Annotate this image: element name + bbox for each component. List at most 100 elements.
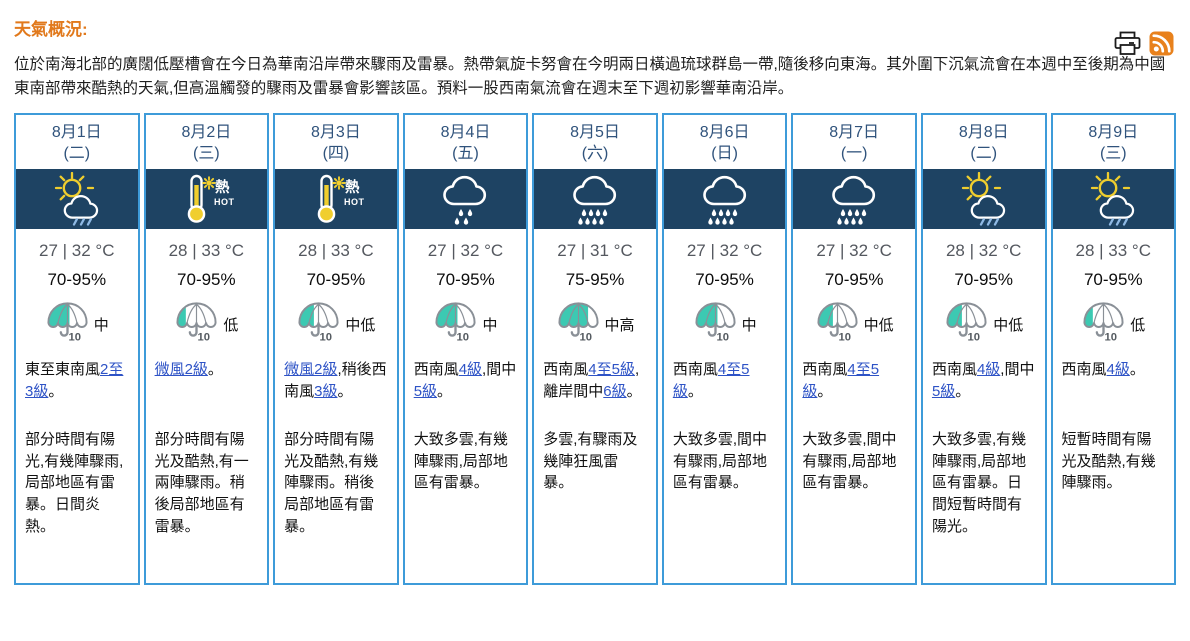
wind-text: 微風2級。 [154,361,223,379]
wind-force-link[interactable]: 4級 [976,361,1001,379]
psr-label: 低 [1130,316,1146,334]
psr-label: 中低 [993,316,1024,334]
temp-range: 28 | 33 °C [1075,241,1152,261]
forecast-cards: 8月1日 (二) 27 | 32 °C 70-95% 10 中 東至東南風2至3… [14,113,1177,586]
forecast-date: 8月4日 [440,124,491,142]
wind-text: 西南風4至5級。 [802,361,880,400]
psr-label: 中 [93,316,109,334]
forecast-date-block: 8月8日 (二) [923,115,1045,169]
psr-block: 10 低 [1053,300,1175,348]
svg-text:10: 10 [968,332,981,343]
psr-block: 10 低 [146,300,268,348]
forecast-description: 短暫時間有陽光及酷熱,有幾陣驟雨。 [1061,431,1156,492]
svg-text:10: 10 [716,332,729,343]
forecast-weekday: (五) [452,145,479,163]
forecast-date: 8月2日 [181,124,232,142]
rain-icon [534,169,656,230]
psr-umbrella-icon: 10 [45,300,90,348]
printer-icon[interactable] [1114,31,1141,56]
wind-force-link[interactable]: 4至5級 [588,361,635,379]
light-rain-icon [404,169,527,230]
svg-text:HOT: HOT [214,197,235,207]
psr-umbrella-icon: 10 [296,300,341,348]
psr-label: 低 [223,316,239,334]
forecast-date-block: 8月9日 (三) [1053,115,1175,169]
forecast-weekday: (二) [970,145,998,163]
weather-summary: 位於南海北部的廣闊低壓槽會在今日為華南沿岸帶來驟雨及雷暴。熱帶氣旋卡努會在今明兩… [14,56,1166,98]
psr-umbrella-icon: 10 [433,300,478,348]
psr-umbrella-icon: 10 [174,300,219,348]
temp-range: 28 | 33 °C [298,241,374,261]
forecast-description: 大致多雲,間中有驟雨,局部地區有雷暴。 [802,431,897,492]
wind-text: 東至東南風2至3級。 [25,361,124,400]
forecast-date-block: 8月2日 (三) [146,115,268,169]
psr-umbrella-icon: 10 [693,300,738,348]
forecast-date-block: 8月5日 (六) [534,115,656,169]
forecast-day-card: 8月7日 (一) 27 | 32 °C 70-95% 10 中低 西南風4至5級… [791,113,917,586]
forecast-description: 部分時間有陽光及酷熱,有幾陣驟雨。稍後局部地區有雷暴。 [284,431,379,535]
forecast-day-card: 8月1日 (二) 27 | 32 °C 70-95% 10 中 東至東南風2至3… [14,113,140,586]
rss-icon[interactable] [1149,31,1174,56]
wind-force-link[interactable]: 5級 [413,382,438,400]
forecast-date-block: 8月3日 (四) [275,115,397,169]
psr-umbrella-icon: 10 [1081,300,1126,348]
rain-icon [663,169,786,230]
humidity-range: 75-95% [565,270,625,290]
wind-force-link[interactable]: 4級 [1106,361,1130,379]
temp-range: 28 | 32 °C [945,241,1022,261]
forecast-weekday: (四) [322,145,350,163]
wind-force-link[interactable]: 4至5級 [802,361,880,400]
page-actions [1114,31,1174,56]
psr-block: 10 中 [664,300,786,348]
forecast-day-card: 8月5日 (六) 27 | 31 °C 75-95% 10 中高 西南風4至5級… [532,113,658,586]
svg-text:10: 10 [838,332,851,343]
forecast-description: 大致多雲,間中有驟雨,局部地區有雷暴。 [672,431,767,492]
psr-label: 中 [482,316,498,334]
psr-label: 中低 [863,316,894,334]
wind-text: 西南風4至5級。 [672,361,750,400]
sun-shower-icon [16,169,138,230]
temp-range: 27 | 31 °C [557,241,633,261]
psr-label: 中低 [345,316,376,334]
forecast-day-card: 8月8日 (二) 28 | 32 °C 70-95% 10 中低 西南風4級,間… [920,113,1047,586]
temp-range: 27 | 32 °C [427,241,504,261]
forecast-date-block: 8月7日 (一) [793,115,915,169]
humidity-range: 70-95% [954,270,1014,290]
forecast-weekday: (日) [711,145,738,163]
psr-block: 10 中 [16,300,138,348]
forecast-date-block: 8月1日 (二) [16,115,138,169]
wind-force-link[interactable]: 微風2級 [154,361,208,379]
psr-block: 10 中低 [923,300,1045,348]
humidity-range: 70-95% [306,270,366,290]
wind-force-link[interactable]: 4至5級 [672,361,750,400]
forecast-date: 8月9日 [1088,124,1139,142]
psr-block: 10 中 [405,300,527,348]
forecast-date: 8月3日 [311,124,361,142]
wind-force-link[interactable]: 5級 [931,382,956,400]
wind-text: 西南風4級,間中5級。 [413,361,517,400]
svg-text:10: 10 [68,332,81,343]
humidity-range: 70-95% [47,270,107,290]
humidity-range: 70-95% [436,270,495,290]
sun-shower-icon [922,169,1045,230]
very-hot-icon: 熱 HOT [145,169,268,230]
wind-text: 西南風4至5級,離岸間中6級。 [543,361,642,400]
wind-force-link[interactable]: 2至3級 [25,361,124,400]
temp-range: 27 | 32 °C [686,241,763,261]
humidity-range: 70-95% [1083,270,1143,290]
wind-force-link[interactable]: 6級 [603,382,627,400]
forecast-weekday: (三) [193,145,220,163]
wind-force-link[interactable]: 4級 [458,361,483,379]
forecast-date-block: 8月6日 (日) [664,115,786,169]
forecast-description: 部分時間有陽光,有幾陣驟雨,局部地區有雷暴。日間炎熱。 [25,431,124,535]
wind-force-link[interactable]: 微風2級 [284,361,338,379]
forecast-weekday: (一) [840,145,868,163]
wind-text: 西南風4級,間中5級。 [931,361,1035,400]
psr-umbrella-icon: 10 [815,300,860,348]
page-title: 天氣概況: [14,20,88,39]
svg-text:10: 10 [1105,332,1118,343]
forecast-date: 8月7日 [829,124,880,142]
svg-text:熱: 熱 [345,178,360,196]
psr-block: 10 中高 [534,300,656,348]
wind-force-link[interactable]: 3級 [314,382,338,400]
